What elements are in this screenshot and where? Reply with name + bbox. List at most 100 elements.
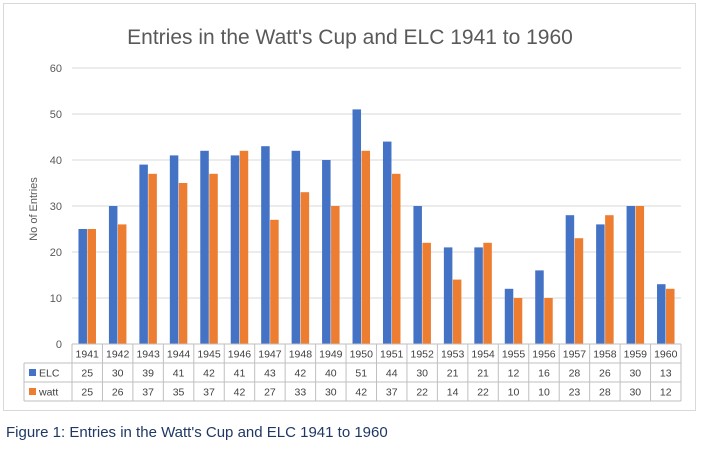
bar-watt <box>117 224 127 344</box>
bar-watt <box>148 173 157 344</box>
data-label-elc: 42 <box>295 368 307 380</box>
data-label-watt: 37 <box>203 387 215 399</box>
data-label-watt: 26 <box>112 387 124 399</box>
bar-elc <box>565 215 575 344</box>
bar-watt <box>178 183 188 344</box>
data-label-elc: 12 <box>508 368 520 380</box>
bars <box>78 109 675 345</box>
bar-elc <box>626 206 636 344</box>
data-label-elc: 30 <box>629 368 641 380</box>
category-label: 1959 <box>624 349 648 361</box>
data-label-elc: 41 <box>173 368 185 380</box>
data-label-elc: 13 <box>660 368 672 380</box>
category-label: 1951 <box>380 349 404 361</box>
bar-elc <box>200 150 209 344</box>
legend-key-watt <box>29 388 36 395</box>
category-label: 1950 <box>350 349 374 361</box>
category-label: 1943 <box>136 349 160 361</box>
bar-elc <box>230 155 240 344</box>
bar-elc <box>322 160 331 344</box>
bar-elc <box>413 206 422 344</box>
legend-key-elc <box>29 369 36 376</box>
bar-watt <box>452 279 462 344</box>
chart-title: Entries in the Watt's Cup and ELC 1941 t… <box>127 26 573 49</box>
bar-watt <box>483 242 492 344</box>
data-label-elc: 30 <box>416 368 428 380</box>
chart-frame: Entries in the Watt's Cup and ELC 1941 t… <box>3 3 696 411</box>
y-tick-label: 0 <box>56 339 62 351</box>
data-label-watt: 37 <box>142 387 154 399</box>
data-label-elc: 25 <box>81 368 93 380</box>
bar-elc <box>596 224 605 344</box>
category-label: 1960 <box>654 349 678 361</box>
bar-watt <box>513 298 523 344</box>
data-label-watt: 10 <box>538 387 550 399</box>
data-label-watt: 22 <box>477 387 489 399</box>
data-label-watt: 30 <box>629 387 641 399</box>
bar-elc <box>474 247 483 344</box>
category-label: 1953 <box>441 349 465 361</box>
category-label: 1955 <box>502 349 526 361</box>
data-table: 1941 1942 1943 1944 1945 1946 1947 1948 1949 1950… <box>23 343 682 402</box>
bar-watt <box>270 219 279 344</box>
bar-watt <box>87 229 96 344</box>
category-label: 1947 <box>258 349 282 361</box>
y-tick-labels: 0 10 20 30 40 50 60 <box>50 63 62 351</box>
category-label: 1945 <box>197 349 221 361</box>
bar-watt <box>300 192 310 344</box>
category-label: 1946 <box>228 349 252 361</box>
bar-elc <box>78 229 87 344</box>
data-label-watt: 28 <box>599 387 611 399</box>
data-label-elc: 28 <box>569 368 581 380</box>
data-label-elc: 16 <box>538 368 550 380</box>
data-label-watt: 12 <box>660 387 672 399</box>
bar-elc <box>657 284 666 344</box>
bar-elc <box>443 247 453 344</box>
data-label-watt: 33 <box>295 387 307 399</box>
bar-watt <box>361 150 371 344</box>
data-label-elc: 21 <box>447 368 459 380</box>
data-label-watt: 37 <box>386 387 398 399</box>
category-label: 1941 <box>76 349 100 361</box>
data-label-watt: 42 <box>355 387 367 399</box>
data-label-elc: 51 <box>355 368 367 380</box>
bar-watt <box>209 173 218 344</box>
bar-elc <box>291 150 301 344</box>
category-label: 1949 <box>319 349 343 361</box>
data-label-watt: 35 <box>173 387 185 399</box>
bar-watt <box>422 242 431 344</box>
data-label-elc: 21 <box>477 368 489 380</box>
data-label-watt: 10 <box>508 387 520 399</box>
legend-label-elc: ELC <box>39 368 60 380</box>
category-label: 1957 <box>563 349 587 361</box>
bar-elc <box>108 206 118 344</box>
category-label: 1952 <box>410 349 434 361</box>
bar-watt <box>605 215 614 344</box>
y-axis-label: No of Entries <box>28 177 40 241</box>
data-label-watt: 42 <box>234 387 246 399</box>
category-label: 1942 <box>106 349 130 361</box>
data-label-watt: 27 <box>264 387 276 399</box>
data-label-elc: 41 <box>234 368 246 380</box>
data-label-elc: 44 <box>386 368 398 380</box>
category-label: 1948 <box>289 349 313 361</box>
bar-watt <box>666 288 675 344</box>
bar-watt <box>239 150 249 344</box>
data-label-watt: 22 <box>416 387 428 399</box>
y-tick-label: 10 <box>50 293 62 305</box>
bar-elc <box>535 270 544 344</box>
y-tick-label: 20 <box>50 247 62 259</box>
category-label: 1954 <box>471 349 495 361</box>
data-label-elc: 26 <box>599 368 611 380</box>
bar-elc <box>352 109 362 345</box>
bar-elc <box>504 288 514 344</box>
category-label: 1944 <box>167 349 191 361</box>
figure-caption: Figure 1: Entries in the Watt's Cup and … <box>6 424 388 441</box>
chart-svg: Entries in the Watt's Cup and ELC 1941 t… <box>23 26 682 402</box>
data-label-watt: 25 <box>81 387 93 399</box>
y-tick-label: 30 <box>50 201 62 213</box>
bar-watt <box>391 173 401 344</box>
data-label-watt: 23 <box>569 387 581 399</box>
y-tick-label: 60 <box>50 63 62 75</box>
legend-label-watt: watt <box>38 387 58 399</box>
